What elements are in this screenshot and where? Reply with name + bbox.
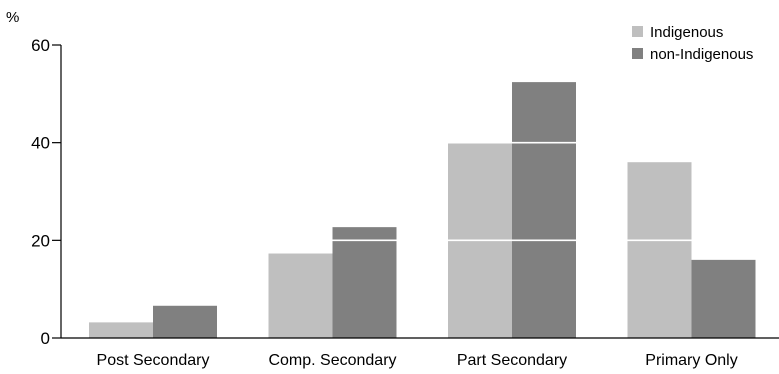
y-axis: 0 20 40 60	[31, 36, 61, 348]
legend-swatch	[632, 26, 643, 37]
bar-indigenous-1	[269, 254, 333, 338]
x-category-label: Post Secondary	[97, 352, 210, 369]
bar-non-indigenous-1	[333, 227, 397, 338]
x-category-label: Part Secondary	[457, 352, 567, 369]
legend: Indigenous non-Indigenous	[632, 24, 753, 63]
legend-label: non-Indigenous	[650, 46, 753, 63]
x-category-label: Comp. Secondary	[268, 352, 396, 369]
bar-indigenous-0	[89, 322, 153, 338]
y-tick-label: 60	[31, 36, 50, 55]
legend-swatch	[632, 48, 643, 59]
bars	[89, 82, 756, 338]
bar-indigenous-3	[628, 162, 692, 338]
y-tick-label: 40	[31, 134, 50, 153]
x-axis: Post Secondary Comp. Secondary Part Second…	[61, 338, 779, 369]
y-tick-label: 20	[31, 231, 50, 250]
legend-label: Indigenous	[650, 24, 723, 41]
bar-non-indigenous-2	[512, 82, 576, 338]
bar-non-indigenous-0	[153, 306, 217, 338]
x-category-label: Primary Only	[645, 352, 737, 369]
y-tick-label: 0	[41, 329, 50, 348]
bar-non-indigenous-3	[692, 260, 756, 338]
y-axis-unit-label: %	[6, 9, 19, 26]
